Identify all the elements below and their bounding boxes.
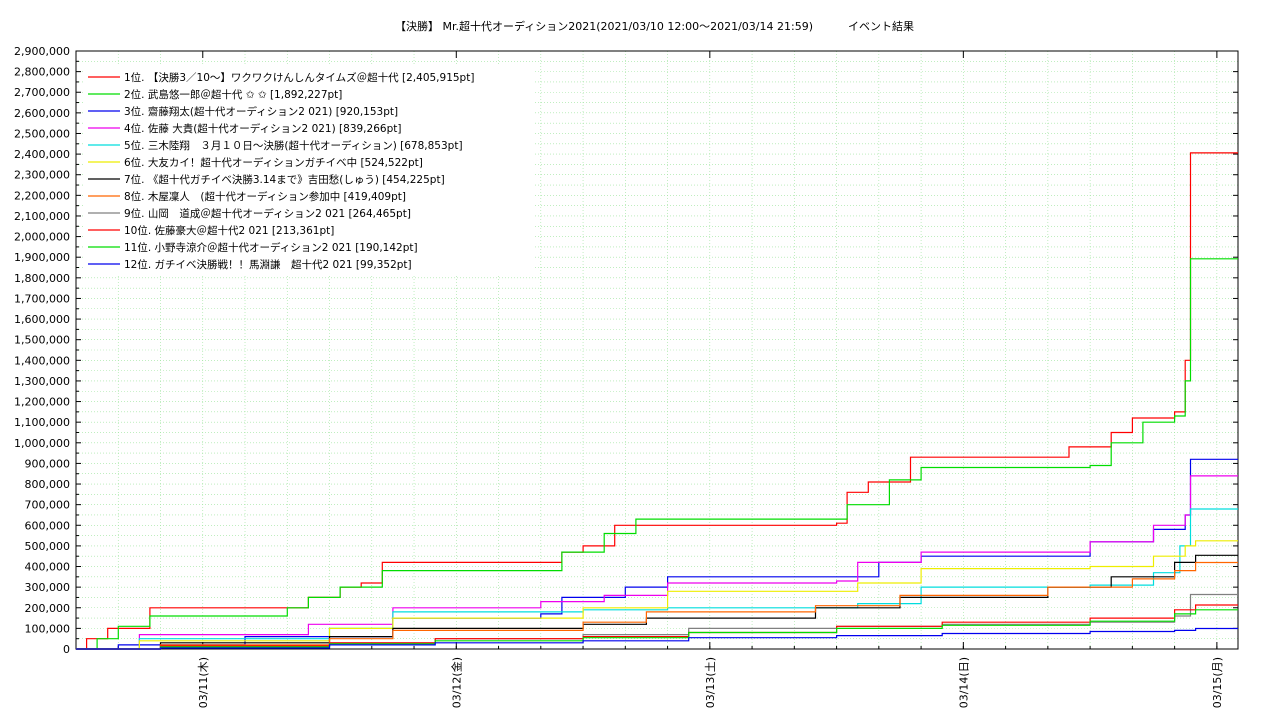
y-tick-label: 1,400,000 [14,354,70,367]
y-tick-label: 1,300,000 [14,375,70,388]
series-line-8 [76,561,1238,650]
y-tick-label: 2,100,000 [14,210,70,223]
y-tick-label: 2,200,000 [14,189,70,202]
y-tick-label: 2,900,000 [14,45,70,58]
y-tick-label: 2,300,000 [14,169,70,182]
y-tick-label: 300,000 [25,581,71,594]
legend-label-10: 10位. 佐藤豪大＠超十代2 021 [213,361pt] [124,224,334,237]
y-tick-label: 400,000 [25,561,71,574]
y-tick-label: 2,600,000 [14,107,70,120]
y-tick-label: 2,000,000 [14,231,70,244]
x-tick-label: 03/12(金) [449,657,463,708]
legend-label-12: 12位. ガチイベ決勝戦！！馬淵謙 超十代2 021 [99,352pt] [124,258,412,271]
y-tick-label: 1,500,000 [14,334,70,347]
legend-label-2: 2位. 武島悠一郎＠超十代 ✩ ✩ [1,892,227pt] [124,88,342,101]
series-line-4 [76,475,1238,650]
legend-label-3: 3位. 齋藤翔太(超十代オーディション2 021) [920,153pt] [124,105,398,118]
legend-label-9: 9位. 山岡 道成＠超十代オーディション2 021 [264,465pt] [124,207,411,220]
y-tick-label: 1,600,000 [14,313,70,326]
y-tick-label: 1,000,000 [14,437,70,450]
y-tick-label: 2,500,000 [14,127,70,140]
y-tick-label: 2,800,000 [14,66,70,79]
legend-label-6: 6位. 大友カイ！超十代オーディションガチイベ中 [524,522pt] [124,156,423,169]
y-tick-label: 200,000 [25,602,71,615]
y-tick-label: 1,800,000 [14,272,70,285]
legend: 1位. 【決勝3／10〜】ワクワクけんしんタイムズ＠超十代 [2,405,915… [84,66,534,276]
series-line-5 [76,508,1238,650]
y-tick-label: 900,000 [25,457,71,470]
y-tick-label: 1,900,000 [14,251,70,264]
y-tick-label: 100,000 [25,622,71,635]
y-tick-label: 800,000 [25,478,71,491]
legend-label-7: 7位. 《超十代ガチイベ決勝3.14まで》吉田愁(しゅう) [454,225pt… [124,173,445,186]
chart-title: 【決勝】 Mr.超十代オーディション2021(2021/03/10 12:00～… [395,19,813,33]
y-tick-label: 500,000 [25,540,71,553]
x-tick-label: 03/14(日) [957,657,970,708]
y-tick-label: 2,700,000 [14,86,70,99]
legend-label-1: 1位. 【決勝3／10〜】ワクワクけんしんタイムズ＠超十代 [2,405,915… [124,71,474,84]
legend-label-5: 5位. 三木陸翔 ３月１０日〜決勝(超十代オーディション) [678,853pt… [124,139,463,152]
legend-label-8: 8位. 木屋凜人 (超十代オーディション参加中 [419,409pt] [124,190,406,203]
x-tick-label: 03/11(木) [197,657,210,708]
chart-subtitle: イベント結果 [848,19,914,33]
y-tick-label: 0 [63,643,70,656]
legend-box [84,66,534,276]
series-line-12 [76,627,1238,650]
series-line-3 [76,458,1238,650]
y-tick-label: 1,100,000 [14,416,70,429]
axes: 0 100,000 200,000 300,000 400,000 500,000 600,… [14,45,1239,708]
series-line-2 [76,258,1238,650]
legend-label-4: 4位. 佐藤 大貴(超十代オーディション2 021) [839,266pt] [124,122,401,135]
y-tick-label: 2,400,000 [14,148,70,161]
series-lines [76,152,1238,650]
y-tick-label: 600,000 [25,519,71,532]
legend-label-11: 11位. 小野寺涼介＠超十代オーディション2 021 [190,142pt] [124,241,418,254]
y-tick-label: 1,200,000 [14,396,70,409]
y-tick-label: 1,700,000 [14,292,70,305]
x-tick-label: 03/13(土) [704,657,717,708]
series-line-6 [76,540,1238,650]
x-tick-label: 03/15(月) [1211,657,1224,708]
y-tick-label: 700,000 [25,499,71,512]
